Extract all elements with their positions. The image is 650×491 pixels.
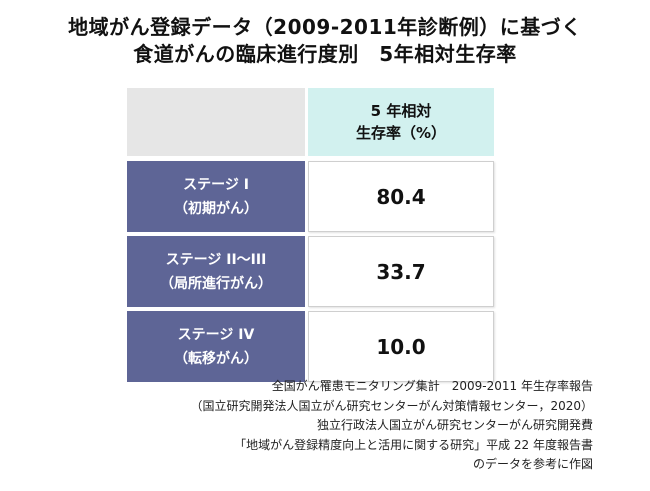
survival-value: 10.0 xyxy=(308,311,494,382)
source-note: 全国がん罹患モニタリング集計 2009-2011 年生存率報告 （国立研究開発法… xyxy=(190,377,593,475)
table-row: ステージ I （初期がん） 80.4 xyxy=(127,161,499,232)
header-line-1: 5 年相対 xyxy=(370,102,432,120)
stage-label-cell: ステージ I （初期がん） xyxy=(127,161,305,232)
stage-name: ステージ II〜III xyxy=(165,251,267,268)
source-line: のデータを参考に作図 xyxy=(472,457,593,471)
header-value-cell: 5 年相対 生存率（%） xyxy=(308,88,494,156)
table-header-row: 5 年相対 生存率（%） xyxy=(127,88,499,156)
title-line-1: 地域がん登録データ（2009-2011年診断例）に基づく xyxy=(68,15,582,39)
survival-value: 80.4 xyxy=(308,161,494,232)
survival-table: 5 年相対 生存率（%） ステージ I （初期がん） 80.4 ステージ II〜… xyxy=(127,88,499,386)
survival-value: 33.7 xyxy=(308,236,494,307)
stage-label-cell: ステージ IV （転移がん） xyxy=(127,311,305,382)
source-line: 「地域がん登録精度向上と活用に関する研究」平成 22 年度報告書 xyxy=(234,437,593,452)
stage-name: ステージ IV xyxy=(177,326,255,343)
stage-note: （初期がん） xyxy=(174,200,258,217)
stage-note: （転移がん） xyxy=(174,350,258,367)
stage-name: ステージ I xyxy=(183,176,249,193)
stage-note: （局所進行がん） xyxy=(160,275,272,292)
table-row: ステージ IV （転移がん） 10.0 xyxy=(127,311,499,382)
source-line: 独立行政法人国立がん研究センターがん研究開発費 xyxy=(316,418,593,432)
title-line-2: 食道がんの臨床進行度別 5年相対生存率 xyxy=(133,42,517,66)
source-line: 全国がん罹患モニタリング集計 2009-2011 年生存率報告 xyxy=(271,379,593,393)
table-row: ステージ II〜III （局所進行がん） 33.7 xyxy=(127,236,499,307)
chart-title: 地域がん登録データ（2009-2011年診断例）に基づく 食道がんの臨床進行度別… xyxy=(0,14,650,68)
stage-label-cell: ステージ II〜III （局所進行がん） xyxy=(127,236,305,307)
header-blank-cell xyxy=(127,88,305,156)
source-line: （国立研究開発法人国立がん研究センターがん対策情報センター，2020） xyxy=(190,398,593,413)
header-line-2: 生存率（%） xyxy=(355,124,447,142)
